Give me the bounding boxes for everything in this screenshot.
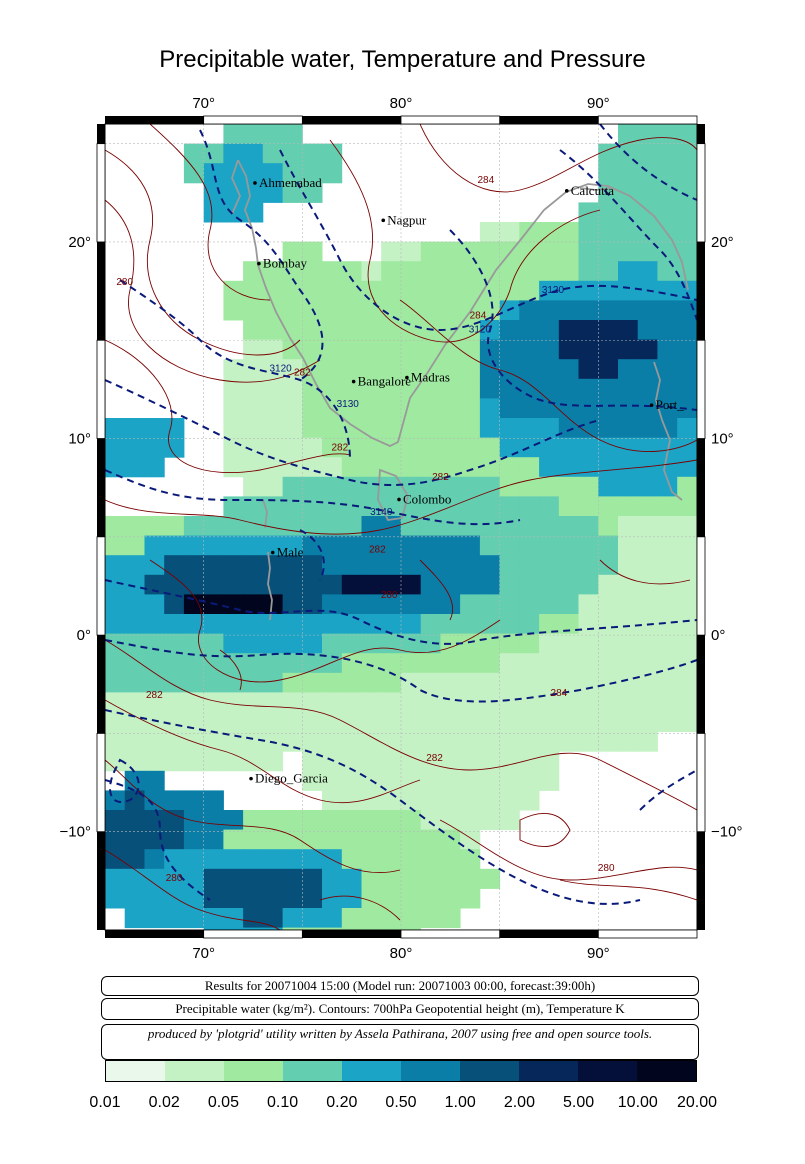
city-name: Male <box>277 545 304 560</box>
city-name: Calcutta <box>571 183 615 198</box>
city-name: Nagpur <box>387 212 427 227</box>
city-marker: Colombo <box>397 491 451 506</box>
height-contour-label: 3120 <box>469 324 492 335</box>
city-name: Bangalore <box>358 374 412 389</box>
temperature-contour-label: 282 <box>426 753 443 764</box>
temperature-contour-label: 280 <box>166 873 183 884</box>
city-name: Ahmenabad <box>259 175 322 190</box>
colorbar-label: 0.50 <box>385 1094 417 1111</box>
colorbar-swatch <box>637 1061 696 1081</box>
longitude-tick-label: 90° <box>587 945 610 962</box>
longitude-tick-label: 90° <box>587 95 610 112</box>
city-marker: Male <box>270 545 304 560</box>
colorbar-label: 5.00 <box>563 1094 595 1111</box>
city-marker: Nagpur <box>381 212 427 227</box>
axis-tick-labels: 70° 70° 80° 80° 90° 90° 20° 20° 10° 10° 0° 0° −10° −1… <box>60 95 743 962</box>
temperature-contour-label: 282 <box>432 472 449 483</box>
colorbar-label: 0.20 <box>326 1094 358 1111</box>
precipitable-water-map: 3120 3120 3120 3130 3140 284 284 282 280 282 282 28… <box>60 95 743 962</box>
colorbar-swatch <box>519 1061 578 1081</box>
geopotential-height-contours <box>105 124 697 905</box>
temperature-contour-label: 280 <box>116 277 133 288</box>
contour-labels: 3120 3120 3120 3130 3140 284 284 282 280 282 282 28… <box>116 175 615 884</box>
colorbar-label: 0.02 <box>148 1094 180 1111</box>
credit-caption: produced by 'plotgrid' utility written b… <box>101 1024 699 1060</box>
temperature-contour-label: 284 <box>470 311 487 322</box>
city-name: Diego_Garcia <box>255 771 328 786</box>
map-title: Precipitable water, Temperature and Pres… <box>159 46 646 73</box>
height-contour-label: 3120 <box>542 285 565 296</box>
colorbar-swatch <box>460 1061 519 1081</box>
latitude-tick-label: 20° <box>68 234 91 251</box>
graticule <box>105 124 697 930</box>
colorbar-label: 2.00 <box>503 1094 535 1111</box>
city-name: Port_ <box>656 397 685 412</box>
temperature-contour-label: 282 <box>294 368 311 379</box>
height-contour-label: 3130 <box>337 399 360 410</box>
precipitable-water-cells <box>105 124 697 930</box>
colorbar-label: 0.01 <box>89 1094 121 1111</box>
latitude-tick-label: −10° <box>711 824 742 841</box>
temperature-contour-label: 280 <box>598 863 615 874</box>
legend-caption: Precipitable water (kg/m²). Contours: 70… <box>101 998 699 1020</box>
temperature-contour-label: 284 <box>478 175 495 186</box>
city-marker: Diego_Garcia <box>249 771 328 786</box>
coastline <box>231 159 689 621</box>
map-frame <box>96 115 706 939</box>
city-name: Madras <box>411 370 450 385</box>
results-caption: Results for 20071004 15:00 (Model run: 2… <box>101 976 699 996</box>
colorbar-labels: 0.01 0.02 0.05 0.10 0.20 0.50 1.00 2.00 5.00 10.0… <box>89 1094 717 1114</box>
longitude-tick-label: 70° <box>192 945 215 962</box>
city-marker: Bangalore <box>351 374 412 389</box>
colorbar-swatch <box>106 1061 165 1081</box>
city-name: Bombay <box>263 256 308 271</box>
latitude-tick-label: 10° <box>711 431 734 448</box>
colorbar-label: 0.10 <box>267 1094 299 1111</box>
temperature-contour-label: 282 <box>331 442 348 453</box>
city-marker: Bombay <box>257 256 307 271</box>
longitude-tick-label: 70° <box>192 95 215 112</box>
latitude-tick-label: 0° <box>77 627 91 644</box>
colorbar-swatch <box>401 1061 460 1081</box>
colorbar-label: 10.00 <box>617 1094 658 1111</box>
colorbar-swatch <box>224 1061 283 1081</box>
city-marker: Madras <box>405 370 450 385</box>
city-marker: Ahmenabad <box>253 175 322 190</box>
height-contour-label: 3120 <box>270 364 293 375</box>
longitude-tick-label: 80° <box>390 95 413 112</box>
colorbar-swatch <box>283 1061 342 1081</box>
temperature-contours <box>105 124 697 930</box>
temperature-contour-label: 282 <box>146 690 163 701</box>
latitude-tick-label: −10° <box>60 824 91 841</box>
colorbar-label: 20.00 <box>676 1094 718 1111</box>
latitude-tick-label: 0° <box>711 627 725 644</box>
colorbar-swatch <box>578 1061 637 1081</box>
temperature-contour-label: 282 <box>369 545 386 556</box>
city-name: Colombo <box>403 491 451 506</box>
longitude-tick-label: 80° <box>390 945 413 962</box>
colorbar-label: 1.00 <box>444 1094 476 1111</box>
colorbar-swatch <box>342 1061 401 1081</box>
map-plot-area: 3120 3120 3120 3130 3140 284 284 282 280 282 282 28… <box>105 124 697 930</box>
latitude-tick-label: 20° <box>711 234 734 251</box>
height-contour-label: 3140 <box>370 507 393 518</box>
city-marker: Port_ <box>649 397 685 412</box>
city-marker: Calcutta <box>564 183 615 198</box>
colorbar-swatch <box>165 1061 224 1081</box>
latitude-tick-label: 10° <box>68 431 91 448</box>
temperature-contour-label: 284 <box>551 688 568 699</box>
colorbar-label: 0.05 <box>207 1094 239 1111</box>
temperature-contour-label: 280 <box>381 590 398 601</box>
colorbar <box>105 1060 697 1082</box>
